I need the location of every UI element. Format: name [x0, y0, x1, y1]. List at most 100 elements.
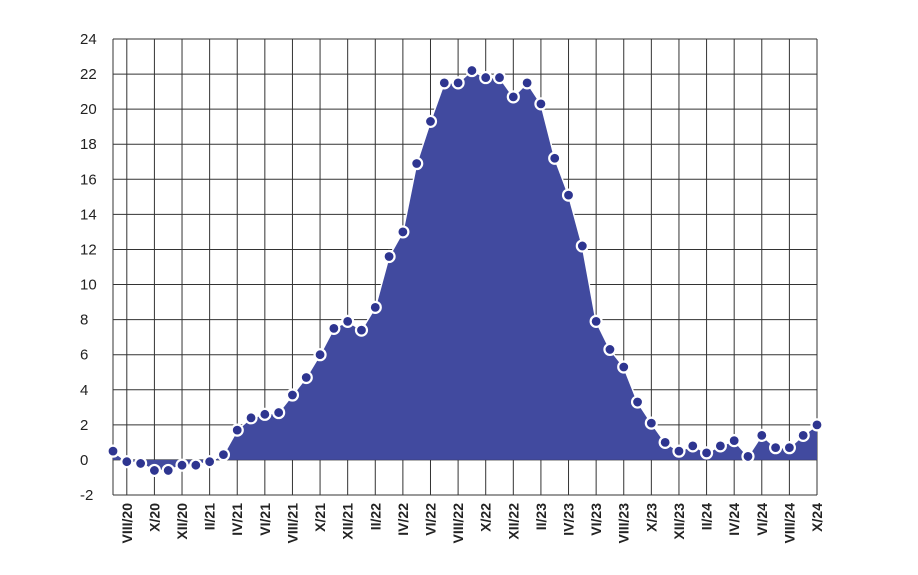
data-point: [189, 458, 203, 472]
data-point: [285, 388, 300, 402]
x-tick-label: XII/20: [174, 503, 190, 540]
data-point: [313, 348, 327, 362]
y-tick-label: 0: [80, 452, 88, 469]
x-axis-ticks: VIII/20 X/20 XII/20 II/21 IV/21 VI/21 VIII/21 X…: [119, 503, 825, 544]
y-tick-label: 18: [80, 136, 97, 153]
data-point: [423, 114, 438, 129]
x-tick-label: XII/21: [340, 503, 356, 540]
data-point: [520, 76, 534, 90]
data-point: [630, 395, 645, 409]
area-fill: [113, 70, 817, 471]
x-tick-label: IV/24: [726, 503, 742, 536]
y-tick-label: 6: [80, 347, 88, 364]
x-tick-label: IV/21: [229, 503, 245, 536]
x-tick-label: II/24: [699, 503, 715, 530]
x-tick-label: XII/23: [671, 503, 687, 540]
data-points: [106, 63, 824, 478]
y-tick-label: 16: [80, 171, 97, 188]
x-tick-label: VI/23: [588, 503, 604, 536]
data-point: [175, 458, 189, 472]
data-point: [617, 360, 631, 374]
y-tick-label: 14: [80, 206, 97, 223]
y-tick-label: -2: [80, 487, 93, 504]
x-tick-label: X/22: [478, 503, 494, 532]
data-point: [644, 416, 658, 430]
data-point: [479, 70, 493, 85]
y-tick-label: 22: [80, 66, 97, 83]
data-point: [327, 321, 341, 335]
x-tick-label: IV/22: [395, 503, 411, 536]
x-tick-label: VIII/23: [616, 503, 632, 544]
x-tick-label: X/21: [312, 503, 328, 532]
x-tick-label: VIII/24: [781, 503, 797, 544]
data-point: [451, 76, 465, 90]
y-tick-label: 2: [80, 417, 88, 434]
data-point: [106, 444, 120, 458]
data-point: [368, 300, 382, 314]
x-tick-label: VIII/21: [284, 503, 300, 544]
data-point: [244, 411, 258, 425]
data-point: [147, 463, 162, 478]
data-point: [810, 418, 824, 432]
data-point: [354, 323, 369, 337]
data-point: [382, 249, 396, 264]
x-tick-label: VI/24: [754, 503, 770, 536]
data-point: [258, 407, 272, 421]
data-point: [134, 456, 148, 471]
data-point: [741, 449, 755, 464]
y-tick-label: 8: [80, 312, 88, 329]
data-point: [713, 439, 727, 453]
x-tick-label: II/23: [533, 503, 549, 530]
data-point: [272, 405, 286, 420]
data-point: [506, 90, 520, 104]
series-line: [112, 69, 818, 472]
x-tick-label: VI/21: [257, 503, 273, 536]
x-tick-label: X/20: [146, 503, 162, 532]
data-point: [686, 439, 700, 453]
y-tick-label: 4: [80, 382, 88, 399]
y-tick-label: 24: [80, 31, 97, 48]
data-point: [589, 314, 603, 328]
data-point: [216, 448, 231, 462]
x-tick-label: VI/22: [422, 503, 438, 536]
data-point: [410, 156, 424, 171]
data-point: [603, 342, 617, 357]
data-point: [203, 455, 217, 469]
data-point: [396, 225, 410, 239]
data-point: [658, 435, 672, 449]
data-point: [699, 446, 714, 460]
area-series: [112, 69, 818, 472]
data-point: [755, 428, 769, 442]
data-point: [727, 434, 741, 448]
data-point: [230, 423, 244, 437]
data-point: [341, 314, 355, 328]
y-tick-label: 20: [80, 101, 97, 118]
x-tick-label: VIII/20: [119, 503, 135, 544]
x-tick-label: II/21: [202, 503, 218, 530]
data-point: [161, 463, 175, 478]
data-point: [120, 455, 134, 469]
x-tick-label: VIII/22: [450, 503, 466, 544]
data-point: [437, 76, 451, 90]
x-tick-label: IV/23: [561, 503, 577, 536]
data-point: [561, 188, 576, 202]
data-point: [575, 239, 589, 253]
data-point: [492, 70, 507, 85]
x-tick-label: II/22: [367, 503, 383, 530]
x-tick-label: XII/22: [505, 503, 521, 540]
data-point: [548, 151, 562, 165]
data-point: [299, 370, 313, 385]
data-point: [796, 428, 810, 442]
x-tick-label: X/24: [809, 503, 825, 532]
data-point: [534, 97, 548, 111]
data-point: [782, 441, 796, 455]
y-tick-label: 10: [80, 277, 97, 294]
data-point: [465, 63, 479, 78]
x-tick-label: X/23: [643, 503, 659, 532]
data-point: [768, 441, 783, 455]
data-point: [672, 444, 686, 458]
y-tick-label: 12: [80, 241, 97, 258]
